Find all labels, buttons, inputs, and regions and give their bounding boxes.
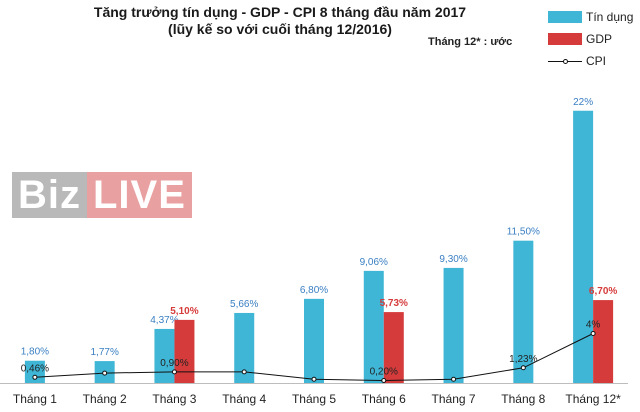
legend-swatch-gdp (548, 33, 582, 45)
credit-bar (443, 267, 464, 383)
x-tick-label: Tháng 3 (152, 392, 196, 406)
credit-bar (513, 240, 534, 383)
x-tick-label: Tháng 5 (292, 392, 336, 406)
watermark-live: LIVE (87, 172, 192, 218)
credit-value-label: 4,37% (150, 315, 178, 326)
credit-value-label: 9,30% (439, 254, 467, 265)
cpi-point (102, 370, 108, 376)
gdp-bar (174, 319, 195, 383)
cpi-point (311, 376, 317, 382)
credit-bar (234, 312, 255, 383)
credit-bar (304, 298, 324, 383)
cpi-point (381, 378, 387, 384)
credit-value-label: 9,06% (360, 257, 388, 268)
legend-item-gdp: GDP (548, 28, 633, 50)
x-tick-label: Tháng 8 (501, 392, 545, 406)
credit-value-label: 5,66% (230, 299, 258, 310)
legend-label-credit: Tín dụng (586, 10, 634, 24)
estimate-note: Tháng 12* : ước (428, 36, 513, 48)
x-tick-label: Tháng 2 (83, 392, 127, 406)
legend-item-credit: Tín dụng (548, 6, 633, 28)
credit-value-label: 1,80% (21, 347, 49, 358)
x-tick-label: Tháng 6 (362, 392, 406, 406)
gdp-value-label: 5,10% (170, 306, 198, 317)
x-tick-label: Tháng 1 (13, 392, 57, 406)
gdp-bar (383, 312, 404, 383)
cpi-point (590, 331, 596, 336)
x-tick-label: Tháng 7 (432, 392, 476, 406)
x-tick-label: Tháng 12* (565, 392, 621, 406)
gdp-value-label: 6,70% (589, 286, 617, 297)
legend-swatch-credit (548, 11, 582, 23)
credit-bar (154, 328, 175, 383)
credit-value-label: 6,80% (300, 285, 328, 296)
cpi-value-label: 1,23% (509, 354, 537, 365)
cpi-value-label: 4% (586, 320, 601, 331)
watermark-biz: Biz (12, 172, 87, 218)
bizlive-watermark-logo: Biz LIVE (12, 172, 192, 218)
legend-line-cpi (548, 55, 582, 67)
legend-label-gdp: GDP (586, 32, 613, 46)
gdp-bar (593, 300, 614, 383)
credit-value-label: 11,50% (507, 227, 540, 238)
chart-legend: Tín dụng GDP CPI (548, 6, 633, 72)
cpi-point (451, 376, 457, 382)
cpi-value-label: 0,20% (370, 367, 398, 378)
cpi-value-label: 0,90% (160, 358, 188, 369)
credit-bar (573, 110, 594, 383)
credit-bar (363, 270, 384, 383)
cpi-point (171, 369, 177, 375)
credit-value-label: 22% (573, 97, 593, 108)
chart-title: Tăng trưởng tín dụng - GDP - CPI 8 tháng… (93, 4, 467, 20)
cpi-point (241, 369, 247, 375)
gdp-value-label: 5,73% (380, 298, 408, 309)
chart-subtitle: (lũy kế so với cuối tháng 12/2016) (168, 21, 392, 37)
x-tick-label: Tháng 4 (222, 392, 266, 406)
legend-label-cpi: CPI (586, 54, 607, 68)
chart-title-block: Tăng trưởng tín dụng - GDP - CPI 8 tháng… (60, 4, 500, 38)
cpi-point (520, 365, 526, 371)
cpi-point (32, 374, 38, 380)
legend-item-cpi: CPI (548, 50, 633, 72)
credit-value-label: 1,77% (90, 347, 118, 358)
cpi-value-label: 0,46% (21, 363, 49, 374)
